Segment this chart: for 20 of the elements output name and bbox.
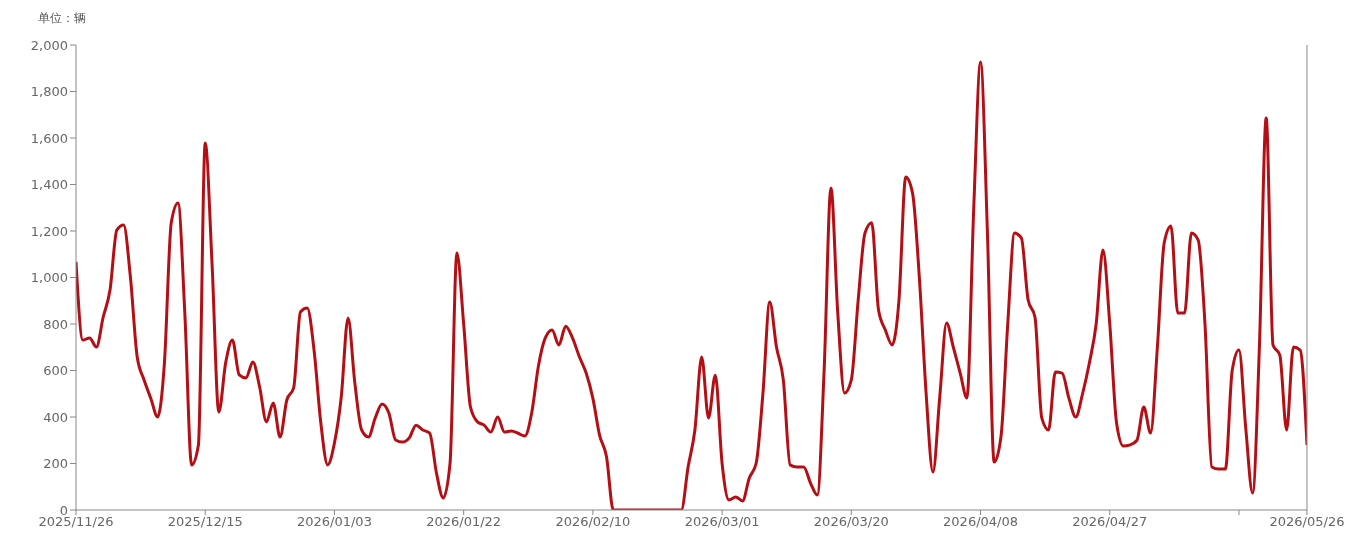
text: 单位：辆 [38, 10, 86, 27]
y-tick-label: 2,000 [30, 37, 68, 53]
y-tick-label: 400 [43, 409, 68, 425]
x-tick-label: 2026/04/08 [943, 514, 1019, 530]
y-tick-label: 1,400 [30, 177, 68, 193]
x-tick-label: 2026/04/27 [1072, 514, 1148, 530]
x-tick-label: 2026/01/03 [296, 514, 372, 530]
y-tick-label: 800 [43, 316, 68, 332]
y-tick-label: 1,200 [30, 223, 68, 239]
y-tick-label: 1,600 [30, 130, 68, 146]
x-tick-label: 2026/03/20 [813, 514, 889, 530]
x-tick-label: 2026/03/01 [684, 514, 760, 530]
y-tick-label: 200 [43, 456, 68, 472]
x-tick-label: 2025/12/15 [167, 514, 243, 530]
x-tick-label: 2026/01/22 [426, 514, 502, 530]
x-tick-label: 2026/05/26 [1269, 514, 1345, 530]
y-tick-label: 600 [43, 363, 68, 379]
y-tick-label: 1,000 [30, 270, 68, 286]
y-tick-label: 1,800 [30, 84, 68, 100]
x-tick-label: 2026/02/10 [555, 514, 631, 530]
